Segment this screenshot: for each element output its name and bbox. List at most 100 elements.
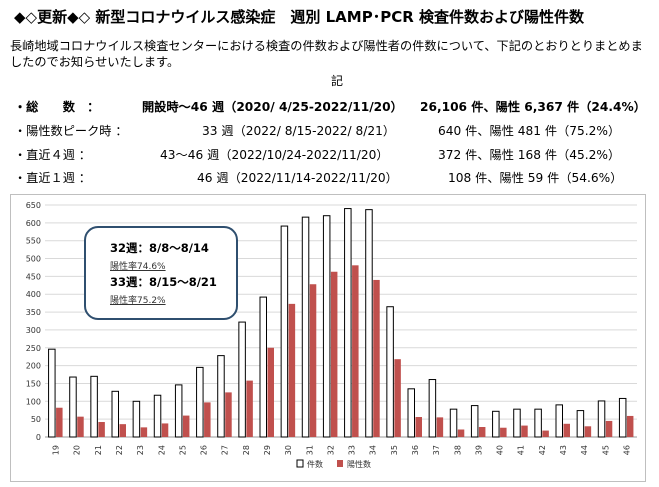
summary-label: ・総 数 ： bbox=[14, 100, 100, 114]
bar-positives bbox=[542, 430, 549, 437]
bar-positives bbox=[182, 415, 190, 437]
x-tick-label: 30 bbox=[284, 445, 293, 455]
callout-week33: 33週：8/15～8/21 bbox=[110, 275, 217, 289]
summary-result: 108 件、陽性 59 件（54.6%） bbox=[448, 171, 623, 185]
x-tick-label: 35 bbox=[390, 445, 399, 455]
y-tick-label: 500 bbox=[26, 255, 41, 264]
bar-positives bbox=[457, 429, 465, 437]
bar-tests bbox=[48, 348, 56, 438]
x-tick-label: 29 bbox=[263, 445, 272, 455]
x-tick-label: 24 bbox=[157, 445, 166, 455]
bar-positives bbox=[77, 416, 84, 437]
x-tick-label: 39 bbox=[474, 445, 483, 455]
legend-swatch-positives bbox=[337, 460, 343, 467]
bar-positives bbox=[56, 407, 63, 437]
x-tick-label: 33 bbox=[348, 445, 357, 455]
update-mark: ◆◇更新◆◇ bbox=[14, 8, 91, 26]
y-tick-label: 200 bbox=[26, 362, 41, 371]
x-tick-label: 19 bbox=[52, 445, 61, 455]
ki-label: 記 bbox=[331, 74, 344, 88]
bar-tests bbox=[90, 375, 98, 438]
bar-positives bbox=[415, 417, 422, 437]
x-tick-label: 36 bbox=[411, 445, 420, 455]
legend-label-tests: 件数 bbox=[307, 459, 323, 469]
bar-positives bbox=[436, 417, 444, 437]
bar-tests bbox=[513, 408, 521, 438]
bar-positives bbox=[246, 380, 253, 437]
page-title: ◆◇更新◆◇ 新型コロナウイルス感染症 週別 LAMP･PCR 検査件数および陽… bbox=[14, 6, 584, 27]
x-tick-label: 44 bbox=[580, 445, 589, 455]
bar-tests bbox=[618, 397, 627, 438]
y-tick-label: 600 bbox=[26, 219, 41, 228]
bar-positives bbox=[267, 347, 274, 437]
bar-tests bbox=[576, 410, 585, 438]
bar-positives bbox=[98, 422, 105, 437]
bar-positives bbox=[309, 284, 317, 437]
bar-tests bbox=[386, 306, 394, 438]
x-tick-label: 26 bbox=[200, 445, 209, 455]
bar-positives bbox=[563, 423, 570, 437]
y-tick-label: 150 bbox=[26, 379, 41, 388]
summary-label: ・直近４週 ： bbox=[14, 148, 91, 162]
y-tick-label: 650 bbox=[26, 201, 41, 210]
bar-positives bbox=[352, 265, 359, 437]
bar-positives bbox=[288, 303, 296, 437]
bar-tests bbox=[280, 225, 289, 438]
summary-period: 46 週（2022/11/14-2022/11/20） bbox=[197, 171, 398, 185]
bar-tests bbox=[470, 405, 479, 438]
y-tick-label: 550 bbox=[26, 237, 41, 246]
peak-callout: 32週：8/8～8/14 陽性率74.6% 33週：8/15～8/21 陽性率7… bbox=[84, 226, 238, 320]
bar-tests bbox=[174, 384, 183, 438]
bar-tests bbox=[344, 208, 352, 438]
x-tick-label: 25 bbox=[178, 445, 187, 455]
x-tick-label: 34 bbox=[369, 445, 378, 455]
x-tick-label: 40 bbox=[496, 445, 505, 455]
x-tick-label: 31 bbox=[305, 445, 314, 455]
bar-tests bbox=[555, 404, 563, 438]
bar-tests bbox=[111, 390, 119, 438]
x-tick-label: 32 bbox=[326, 445, 335, 455]
summary-label: ・直近１週 ： bbox=[14, 171, 91, 185]
summary-result: 372 件、陽性 168 件（45.2%） bbox=[438, 148, 621, 162]
callout-week32: 32週：8/8～8/14 bbox=[110, 241, 209, 255]
bar-positives bbox=[521, 425, 528, 437]
summary-result: 640 件、陽性 481 件（75.2%） bbox=[438, 124, 621, 138]
bar-tests bbox=[492, 410, 500, 438]
bar-tests bbox=[449, 408, 458, 438]
bar-positives bbox=[225, 392, 232, 437]
summary-result: 26,106 件、陽性 6,367 件（24.4%） bbox=[420, 100, 646, 114]
y-tick-label: 300 bbox=[26, 326, 41, 335]
summary-period: 33 週（2022/ 8/15-2022/ 8/21） bbox=[202, 124, 396, 138]
bar-positives bbox=[500, 427, 507, 437]
summary-period: 43～46 週（2022/10/24-2022/11/20） bbox=[160, 148, 389, 162]
x-tick-label: 45 bbox=[601, 445, 610, 455]
summary-label: ・陽性数ピーク時 ： bbox=[14, 124, 128, 138]
y-tick-label: 50 bbox=[31, 415, 41, 424]
bar-tests bbox=[301, 216, 310, 438]
bar-tests bbox=[259, 296, 267, 438]
bar-tests bbox=[407, 388, 415, 438]
bar-tests bbox=[238, 321, 246, 438]
bar-positives bbox=[330, 271, 338, 437]
bar-tests bbox=[322, 215, 331, 438]
chart-frame: 0 50 100 150 200 250 300 350 400 450 500 550 600 650 1… bbox=[10, 194, 646, 482]
y-tick-label: 350 bbox=[26, 308, 41, 317]
bar-positives bbox=[161, 423, 169, 437]
bar-tests bbox=[534, 408, 542, 438]
bar-tests bbox=[132, 400, 141, 438]
bar-positives bbox=[605, 420, 613, 437]
x-tick-label: 43 bbox=[559, 445, 568, 455]
bar-positives bbox=[626, 415, 634, 437]
callout-pct33: 陽性率75.2% bbox=[110, 296, 166, 306]
x-tick-label: 46 bbox=[622, 445, 631, 455]
y-tick-label: 450 bbox=[26, 272, 41, 281]
y-tick-label: 250 bbox=[26, 344, 41, 353]
x-tick-label: 37 bbox=[432, 445, 441, 455]
y-tick-label: 0 bbox=[36, 433, 41, 442]
x-tick-label: 21 bbox=[94, 445, 103, 455]
legend-swatch-tests bbox=[296, 459, 304, 468]
x-tick-label: 22 bbox=[115, 445, 124, 455]
bar-tests bbox=[597, 400, 606, 438]
bar-tests bbox=[69, 376, 77, 438]
x-tick-label: 38 bbox=[453, 445, 462, 455]
